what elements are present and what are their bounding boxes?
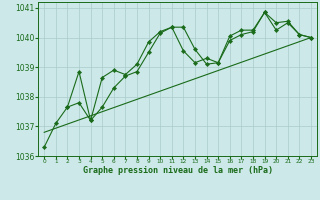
- X-axis label: Graphe pression niveau de la mer (hPa): Graphe pression niveau de la mer (hPa): [83, 166, 273, 175]
